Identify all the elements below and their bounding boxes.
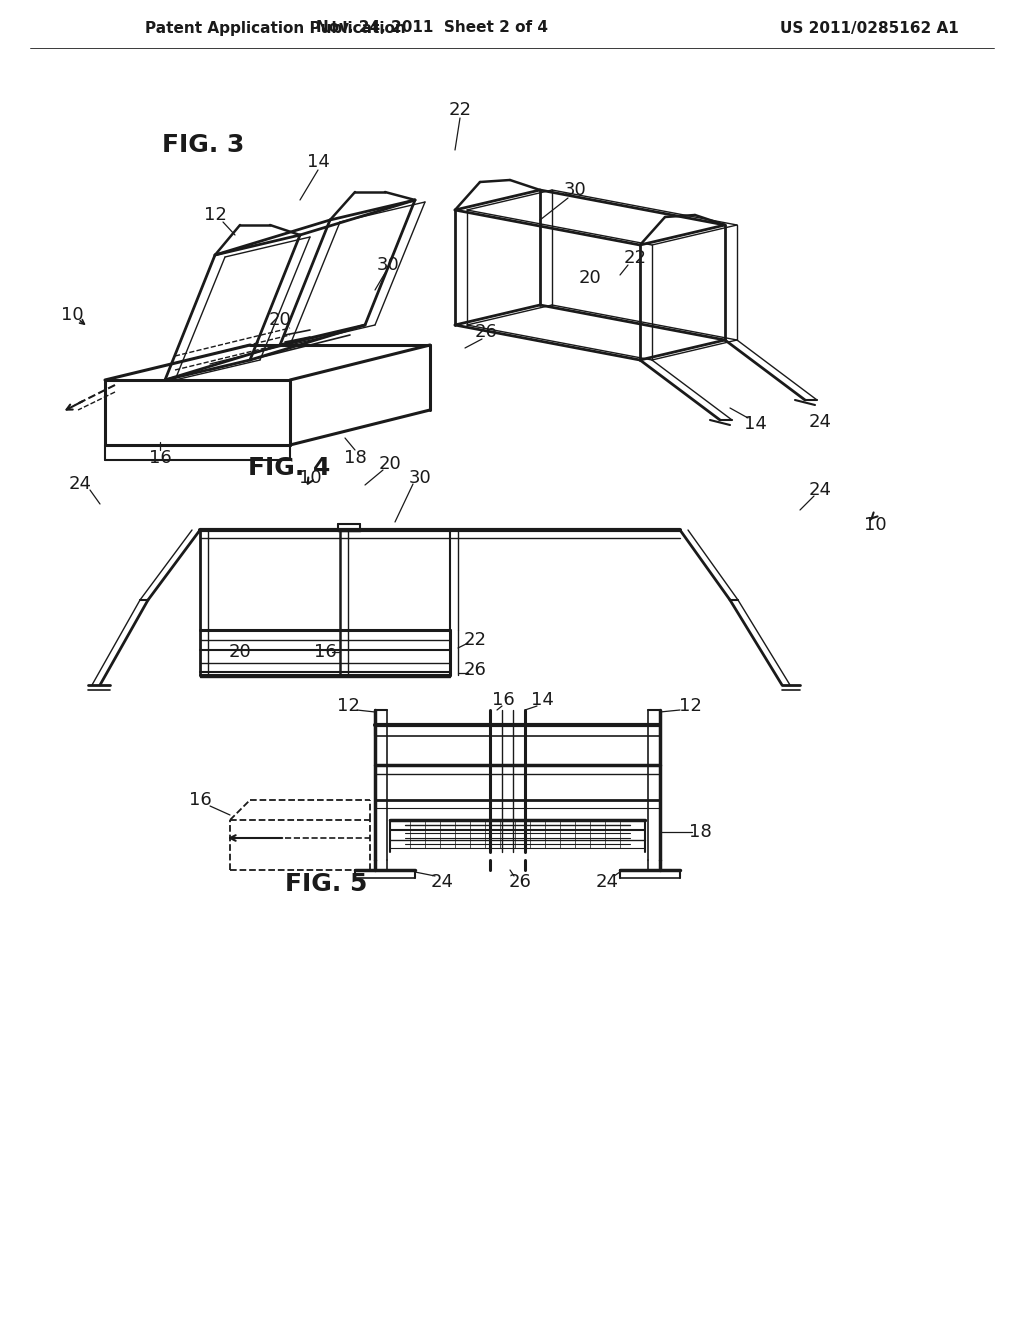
Text: 12: 12 <box>679 697 701 715</box>
Text: 30: 30 <box>409 469 431 487</box>
Text: 24: 24 <box>69 475 91 492</box>
Text: 20: 20 <box>579 269 601 286</box>
Text: 16: 16 <box>188 791 211 809</box>
Text: 10: 10 <box>863 516 887 535</box>
Text: 16: 16 <box>148 449 171 467</box>
Text: 24: 24 <box>596 873 618 891</box>
Text: 10: 10 <box>299 469 322 487</box>
Text: Patent Application Publication: Patent Application Publication <box>145 21 406 36</box>
Text: 20: 20 <box>379 455 401 473</box>
Text: 14: 14 <box>306 153 330 172</box>
Text: 12: 12 <box>204 206 226 224</box>
Text: 20: 20 <box>268 312 292 329</box>
Text: 14: 14 <box>743 414 766 433</box>
Text: 16: 16 <box>492 690 514 709</box>
Text: 22: 22 <box>624 249 646 267</box>
Text: 22: 22 <box>449 102 471 119</box>
Text: 22: 22 <box>464 631 486 649</box>
Text: FIG. 3: FIG. 3 <box>162 133 245 157</box>
Text: FIG. 5: FIG. 5 <box>285 873 368 896</box>
Text: 14: 14 <box>530 690 553 709</box>
Text: 24: 24 <box>809 480 831 499</box>
Text: 30: 30 <box>563 181 587 199</box>
Text: 18: 18 <box>688 822 712 841</box>
Text: US 2011/0285162 A1: US 2011/0285162 A1 <box>780 21 958 36</box>
Text: 24: 24 <box>809 413 831 432</box>
Text: 10: 10 <box>60 306 83 323</box>
Text: Nov. 24, 2011  Sheet 2 of 4: Nov. 24, 2011 Sheet 2 of 4 <box>316 21 548 36</box>
Text: 26: 26 <box>509 873 531 891</box>
Text: 26: 26 <box>474 323 498 341</box>
Text: FIG. 4: FIG. 4 <box>248 455 331 480</box>
Text: 12: 12 <box>337 697 359 715</box>
Text: 26: 26 <box>464 661 486 678</box>
Text: 16: 16 <box>313 643 336 661</box>
Text: 18: 18 <box>344 449 367 467</box>
Text: 30: 30 <box>377 256 399 275</box>
Text: 20: 20 <box>228 643 251 661</box>
Text: 24: 24 <box>430 873 454 891</box>
